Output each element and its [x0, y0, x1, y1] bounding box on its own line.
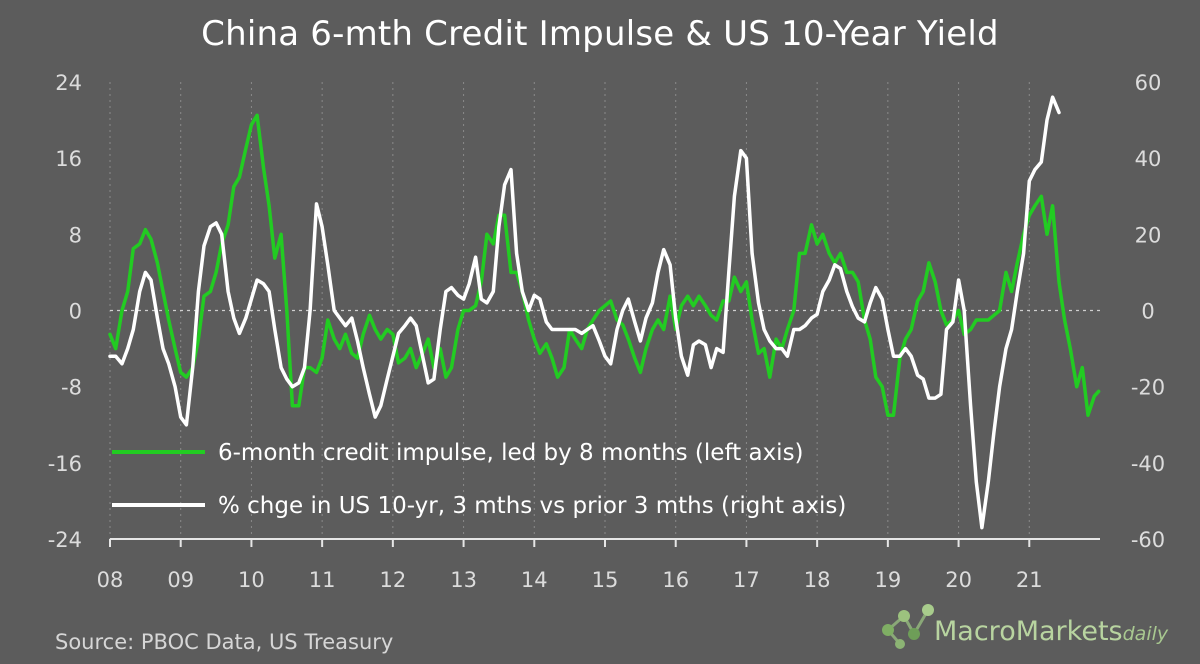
source-note: Source: PBOC Data, US Treasury	[55, 630, 394, 654]
y-right-tick-label: 40	[1135, 147, 1162, 171]
logo-macro: Macro	[934, 616, 1016, 647]
y-left-tick-label: 0	[69, 300, 82, 324]
x-tick-label-21: 21	[1016, 568, 1043, 592]
network-nodes-icon	[882, 604, 934, 649]
y-right-tick-label: -60	[1131, 528, 1165, 552]
x-tick-label-11: 11	[309, 568, 336, 592]
y-right-tick-label: 60	[1135, 71, 1162, 95]
legend-credit-label: 6-month credit impulse, led by 8 months …	[218, 440, 804, 466]
legend: 6-month credit impulse, led by 8 months …	[112, 440, 846, 519]
x-tick-label-08: 08	[97, 568, 124, 592]
x-tick-label-20: 20	[945, 568, 972, 592]
logo-markets: Markets	[1015, 616, 1123, 647]
x-tick-label-13: 13	[450, 568, 477, 592]
series	[108, 95, 1101, 530]
y-left-tick-label: 16	[55, 147, 82, 171]
logo-text: MacroMarketsdaily	[934, 616, 1168, 647]
left-axis: 24 16 8 0 -8 -16 -24	[48, 71, 82, 552]
y-left-tick-label: -24	[48, 528, 82, 552]
credit-impulse-line	[108, 113, 1101, 417]
y-left-tick-label: 24	[55, 71, 82, 95]
y-left-tick-label: 8	[69, 223, 82, 247]
right-axis: 60 40 20 0 -20 -40 -60	[1131, 71, 1165, 552]
x-tick-label-15: 15	[592, 568, 619, 592]
x-axis: 08 09 10 11 12 13 14 15 16 17 18 19 20 21	[97, 538, 1100, 592]
y-right-tick-label: 20	[1135, 223, 1162, 247]
x-tick-label-17: 17	[733, 568, 760, 592]
legend-yield-label: % chge in US 10-yr, 3 mths vs prior 3 mt…	[218, 493, 846, 519]
y-left-tick-label: -8	[61, 376, 82, 400]
x-tick-label-18: 18	[804, 568, 831, 592]
logo-daily: daily	[1122, 623, 1169, 645]
x-tick-label-09: 09	[167, 568, 194, 592]
y-left-tick-label: -16	[48, 452, 82, 476]
y-right-tick-label: -20	[1131, 376, 1165, 400]
chart-title: China 6-mth Credit Impulse & US 10-Year …	[201, 14, 999, 54]
x-tick-label-16: 16	[662, 568, 689, 592]
grid	[109, 82, 1100, 539]
y-right-tick-label: -40	[1131, 452, 1165, 476]
y-right-tick-label: 0	[1141, 300, 1154, 324]
us-10yr-change-line	[108, 95, 1061, 530]
x-tick-label-10: 10	[238, 568, 265, 592]
x-tick-label-12: 12	[379, 568, 406, 592]
x-tick-label-19: 19	[874, 568, 901, 592]
x-tick-label-14: 14	[521, 568, 548, 592]
logo: MacroMarketsdaily	[876, 600, 1196, 660]
